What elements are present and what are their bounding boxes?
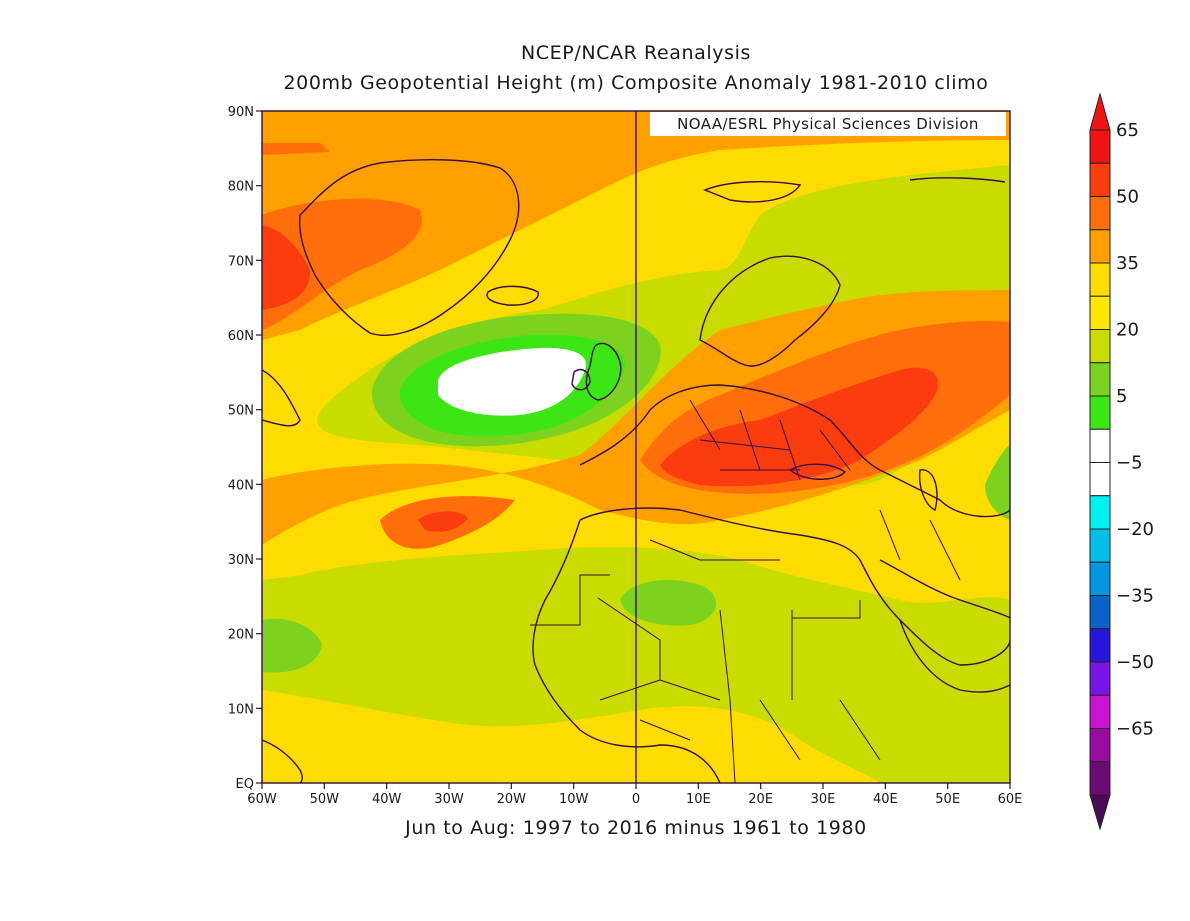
colorbar-top-arrow <box>1089 92 1111 131</box>
black-sea-coast <box>788 463 938 512</box>
lon-tick-label: 50W <box>310 792 340 807</box>
colorbar-label: −5 <box>1116 453 1143 474</box>
lon-tick-label: 20W <box>497 792 527 807</box>
border-lines <box>530 399 961 783</box>
colorbar-swatch <box>1089 329 1111 364</box>
colorbar-swatch <box>1089 761 1111 796</box>
british-isles-coast <box>571 342 622 401</box>
colorbar-swatch <box>1089 495 1111 530</box>
canada-coast <box>262 369 301 427</box>
colorbar-swatch <box>1089 428 1111 463</box>
colorbar-swatch <box>1089 129 1111 164</box>
credit-label: NOAA/ESRL Physical Sciences Division <box>650 112 1006 136</box>
iceland-coast <box>486 285 539 306</box>
west-africa-coast <box>532 519 721 783</box>
colorbar-label: 35 <box>1116 253 1139 274</box>
lat-tick-label: 40N <box>228 478 254 493</box>
lat-tick-label: 90N <box>228 105 254 120</box>
colorbar-swatch <box>1089 595 1111 630</box>
lon-tick-label: 0 <box>632 792 640 807</box>
colorbar-label: −50 <box>1116 652 1154 673</box>
lat-tick-label: 10N <box>228 702 254 717</box>
lon-tick-label: 60E <box>998 792 1023 807</box>
colorbar-swatch <box>1089 694 1111 729</box>
lon-tick-label: 10W <box>559 792 589 807</box>
europe-coast <box>579 384 1010 518</box>
contour-below-neg5 <box>438 347 586 416</box>
lon-tick-label: 10E <box>686 792 711 807</box>
arabia-coast <box>879 559 1010 619</box>
coastlines <box>262 159 1010 783</box>
lon-tick-label: 30E <box>811 792 836 807</box>
colorbar-swatch <box>1089 462 1111 497</box>
lat-tick-label: 20N <box>228 628 254 643</box>
lat-tick-label: 80N <box>228 180 254 195</box>
borders <box>530 399 961 783</box>
lat-tick-label: 30N <box>228 553 254 568</box>
colorbar-swatch <box>1089 395 1111 430</box>
colorbar-swatch <box>1089 561 1111 596</box>
colorbar-label: 5 <box>1116 386 1127 407</box>
horn-of-africa-coast <box>899 619 1010 693</box>
scandinavia-coast <box>699 255 841 367</box>
greenland-coast <box>298 159 520 336</box>
colorbar-swatch <box>1089 229 1111 264</box>
longitude-axis: 60W 50W 40W 30W 20W 10W 0 10E 20E 30E 40E 50E 60E <box>247 783 1022 807</box>
colorbar-label: −20 <box>1116 519 1154 540</box>
colorbar-swatch <box>1089 295 1111 330</box>
svalbard-coast <box>703 177 1006 203</box>
latitude-axis: EQ 10N 20N 30N 40N 50N 60N 70N 80N 90N <box>228 105 262 792</box>
contour-80-plus <box>262 225 939 532</box>
lon-tick-label: 40W <box>372 792 402 807</box>
colorbar-swatch <box>1089 661 1111 696</box>
lat-tick-label: 70N <box>228 254 254 269</box>
colorbar-swatch <box>1089 196 1111 231</box>
title-line-2: 200mb Geopotential Height (m) Composite … <box>283 72 989 94</box>
lon-tick-label: 20E <box>748 792 773 807</box>
colorbar-label: −35 <box>1116 586 1154 607</box>
lon-tick-label: 60W <box>247 792 277 807</box>
colorbar-swatch <box>1089 728 1111 763</box>
colorbar-swatch <box>1089 362 1111 397</box>
colorbar-bottom-arrow <box>1089 794 1111 831</box>
colorbar-swatch <box>1089 628 1111 663</box>
colorbar-swatch <box>1089 162 1111 197</box>
lat-tick-label: EQ <box>236 777 254 792</box>
contour-35-50 <box>262 111 1010 783</box>
lon-tick-label: 50E <box>935 792 960 807</box>
north-africa-coast <box>579 507 1010 666</box>
subtitle: Jun to Aug: 1997 to 2016 minus 1961 to 1… <box>405 817 867 839</box>
colorbar: 65 50 35 20 5 −5 −20 −35 −50 −65 <box>1089 92 1154 831</box>
lat-tick-label: 60N <box>228 329 254 344</box>
lon-tick-label: 40E <box>873 792 898 807</box>
title-line-1: NCEP/NCAR Reanalysis <box>520 42 752 64</box>
lon-tick-label: 30W <box>434 792 464 807</box>
lat-tick-label: 50N <box>228 404 254 419</box>
colorbar-label: 65 <box>1116 120 1139 141</box>
colorbar-label: 20 <box>1116 320 1139 341</box>
colorbar-label: 50 <box>1116 187 1139 208</box>
south-america-coast <box>262 739 303 783</box>
colorbar-label: −65 <box>1116 719 1154 740</box>
colorbar-swatch <box>1089 262 1111 297</box>
colorbar-swatch <box>1089 528 1111 563</box>
